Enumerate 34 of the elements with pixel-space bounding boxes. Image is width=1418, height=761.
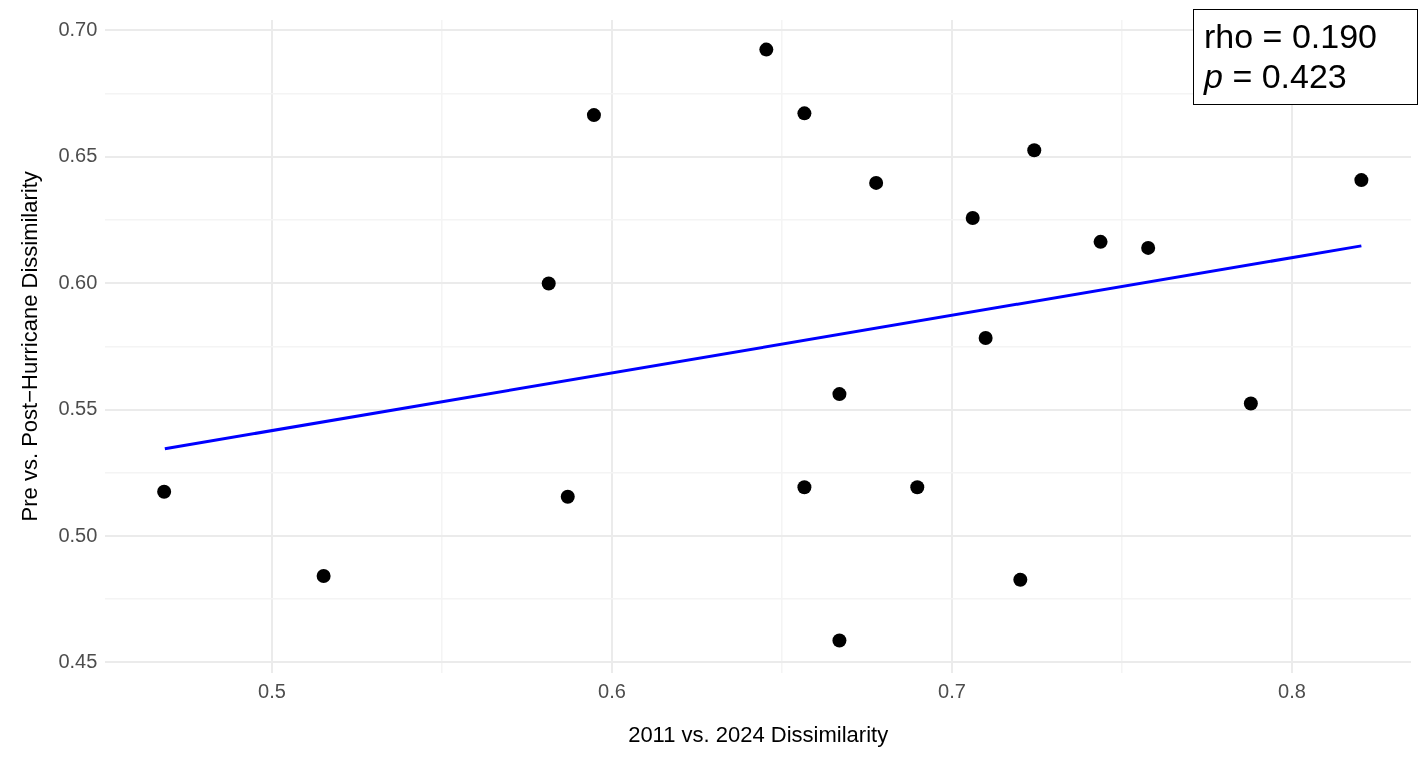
y-tick-label: 0.50 [58, 523, 98, 546]
point [1013, 572, 1028, 587]
point [759, 42, 774, 57]
point [797, 480, 812, 495]
x-axis-title: 2011 vs. 2024 Dissimilarity [628, 721, 889, 747]
point [1093, 234, 1108, 249]
point [832, 387, 847, 402]
y-tick-label: 0.65 [58, 144, 98, 167]
point [560, 489, 575, 504]
x-tick-label: 0.5 [258, 680, 286, 703]
point [1027, 143, 1042, 158]
annotation: rho = 0.190 [1204, 16, 1377, 56]
y-tick-label: 0.55 [58, 397, 98, 420]
annotation: p = 0.423 [1204, 56, 1348, 96]
x-tick-label: 0.6 [598, 680, 626, 703]
y-tick-label: 0.45 [58, 650, 98, 672]
point [869, 175, 884, 190]
point [797, 106, 812, 121]
point [316, 568, 331, 583]
point [910, 480, 925, 495]
y-tick-label: 0.60 [58, 270, 98, 293]
point [1141, 240, 1156, 255]
point [978, 330, 993, 345]
y-tick-label: 0.70 [58, 17, 98, 40]
point [1354, 173, 1369, 188]
point [1243, 396, 1258, 411]
y-axis-title: Pre vs. Post−Hurricane Dissimilarity [17, 171, 43, 522]
x-tick-label: 0.7 [938, 680, 966, 703]
point [965, 211, 980, 226]
point [586, 108, 601, 123]
point [541, 276, 556, 291]
point [832, 633, 847, 648]
x-tick-label: 0.8 [1278, 680, 1306, 703]
point [157, 484, 172, 499]
